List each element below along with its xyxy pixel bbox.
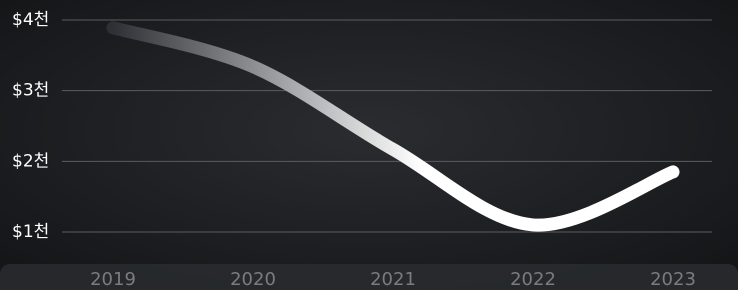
x-tick-label: 2019 (90, 269, 136, 290)
y-tick-label: $2천 (12, 151, 49, 171)
y-tick-label: $3천 (12, 81, 49, 101)
chart: $1천 $2천 $3천 $4천 2019 2020 2021 2022 2023 (0, 0, 738, 290)
x-tick-label: 2021 (370, 269, 416, 290)
x-tick-label: 2022 (510, 269, 556, 290)
background (0, 0, 738, 290)
x-tick-label: 2023 (650, 269, 696, 290)
y-tick-label: $1천 (12, 222, 49, 242)
page: $1천$2천$3천$4천20192020202120222023 (() => … (0, 0, 738, 290)
y-tick-label: $4천 (12, 10, 49, 30)
x-tick-label: 2020 (230, 269, 276, 290)
